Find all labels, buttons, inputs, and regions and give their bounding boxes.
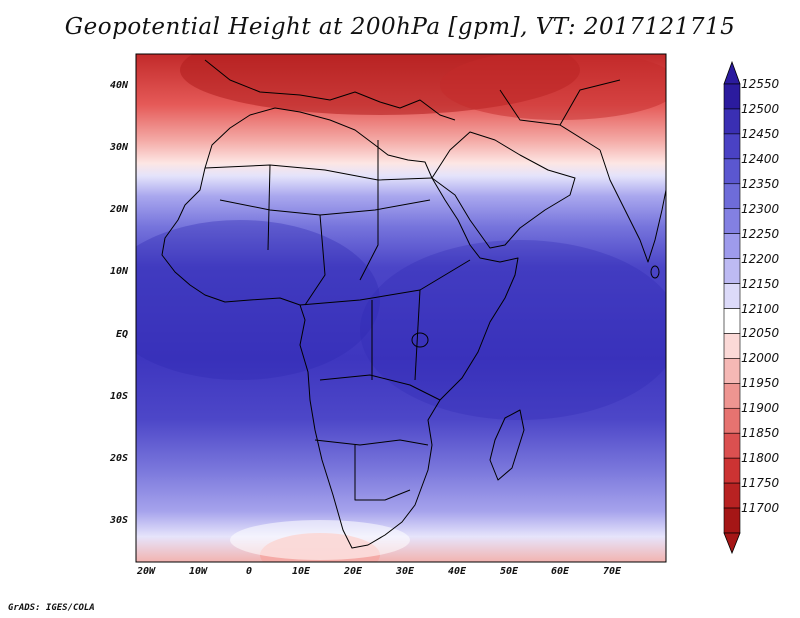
colorbar-box	[723, 233, 741, 259]
colorbar-level-label: 12300	[741, 201, 780, 216]
colorbar-level-label: 12150	[741, 276, 780, 291]
colorbar-box	[723, 308, 741, 334]
lon-label: 20E	[343, 566, 363, 577]
colorbar-level-label: 12500	[741, 101, 780, 116]
madagascar-coastline	[489, 409, 525, 481]
colorbar-level-label: 12350	[741, 176, 780, 191]
colorbar-level-label: 12100	[741, 301, 780, 316]
colorbar-box	[723, 407, 741, 434]
trop-high-west	[136, 220, 380, 380]
lon-label: 60E	[550, 566, 570, 577]
colorbar-level-label: 11750	[741, 476, 780, 491]
plot-frame	[135, 53, 667, 563]
lat-label: 10N	[109, 266, 128, 277]
country-border	[354, 445, 411, 501]
arabia-coastline	[431, 131, 576, 249]
colorbar-level-label: 11700	[741, 501, 780, 516]
lake-victoria	[411, 332, 429, 348]
colorbar-level-label: 12550	[741, 77, 780, 91]
india-coastline	[599, 149, 666, 263]
trop-high-east	[360, 240, 666, 420]
ridge-east	[440, 54, 666, 120]
lon-label: 50E	[499, 566, 519, 577]
colorbar-level-label: 12450	[741, 126, 780, 141]
colorbar-level-label: 11800	[741, 451, 780, 466]
country-border	[499, 89, 601, 151]
colorbar-level-label: 12400	[741, 151, 780, 166]
country-border	[414, 289, 421, 381]
colorbar-level-label: 12050	[741, 326, 780, 341]
colorbar-box	[723, 208, 741, 234]
colorbar-box	[723, 183, 741, 210]
colorbar-boxes	[723, 83, 741, 534]
colorbar-level-label: 12250	[741, 226, 780, 241]
colorbar-box	[723, 133, 741, 160]
colorbar-box	[723, 507, 741, 534]
country-border	[299, 259, 471, 306]
colorbar-level-label: 12000	[741, 351, 780, 366]
lat-label: 40N	[109, 80, 128, 91]
colorbar-level-label: 11850	[741, 426, 780, 441]
coastlines	[161, 59, 666, 549]
field-layer	[136, 54, 666, 562]
africa-coastline	[161, 107, 519, 549]
geopotential-field	[136, 54, 666, 562]
lon-label: 10W	[188, 566, 208, 577]
colorbar-level-label: 12200	[741, 251, 780, 266]
country-border	[359, 140, 379, 281]
colorbar-box	[723, 358, 741, 384]
lat-label: 20N	[109, 204, 128, 215]
europe-coastline	[204, 59, 456, 121]
trough-edge	[230, 520, 410, 560]
lat-label: EQ	[115, 329, 128, 340]
lon-label: 30E	[395, 566, 415, 577]
lon-label: 0	[245, 566, 253, 577]
lon-label: 20W	[136, 566, 156, 577]
country-border	[304, 214, 326, 306]
map-title: Geopotential Height at 200hPa [gpm], VT:…	[64, 14, 736, 40]
lat-label: 30N	[109, 142, 128, 153]
country-border	[204, 164, 433, 181]
colorbar-level-label: 11900	[741, 401, 780, 416]
colorbar-bottom-arrow	[723, 532, 741, 555]
country-border	[314, 439, 429, 446]
colorbar-box	[723, 383, 741, 409]
country-border	[559, 79, 621, 126]
colorbar-level-label: 11950	[741, 376, 780, 391]
lat-label: 20S	[109, 453, 128, 464]
credit-text: GrADS: IGES/COLA	[8, 603, 95, 613]
colorbar-box	[723, 83, 741, 110]
colorbar-box	[723, 432, 741, 459]
colorbar-box	[723, 333, 741, 359]
colorbar-top-arrow	[723, 60, 741, 85]
lon-label: 10E	[291, 566, 311, 577]
lat-label: 30S	[109, 515, 128, 526]
colorbar-box	[723, 482, 741, 509]
lat-label: 10S	[109, 391, 128, 402]
sri-lanka-coastline	[650, 265, 660, 279]
country-border	[319, 374, 441, 401]
colorbar	[723, 60, 741, 555]
colorbar-box	[723, 258, 741, 284]
colorbar-box	[723, 108, 741, 135]
colorbar-box	[723, 283, 741, 309]
lon-label: 70E	[602, 566, 622, 577]
colorbar-box	[723, 158, 741, 185]
country-border	[267, 164, 271, 251]
lon-label: 40E	[447, 566, 467, 577]
colorbar-box	[723, 457, 741, 484]
